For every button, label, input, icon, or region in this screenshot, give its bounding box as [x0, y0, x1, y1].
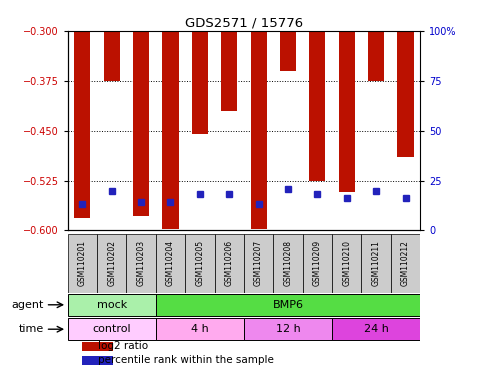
- Bar: [156, 233, 185, 293]
- Text: GSM110209: GSM110209: [313, 240, 322, 286]
- Text: control: control: [92, 324, 131, 334]
- Bar: [244, 233, 273, 293]
- Bar: [156, 293, 420, 316]
- Bar: [303, 233, 332, 293]
- Text: GSM110203: GSM110203: [137, 240, 145, 286]
- Bar: [127, 233, 156, 293]
- Bar: [97, 233, 127, 293]
- Bar: [273, 233, 303, 293]
- Bar: [398, 31, 413, 157]
- Bar: [332, 318, 420, 341]
- Text: GSM110201: GSM110201: [78, 240, 87, 286]
- Text: time: time: [19, 324, 44, 334]
- Text: percentile rank within the sample: percentile rank within the sample: [98, 355, 273, 365]
- Text: GSM110208: GSM110208: [284, 240, 293, 286]
- Bar: [361, 233, 391, 293]
- Bar: [68, 293, 156, 316]
- Text: GSM110204: GSM110204: [166, 240, 175, 286]
- Text: GSM110207: GSM110207: [254, 240, 263, 286]
- Text: GSM110211: GSM110211: [371, 240, 381, 286]
- Bar: [192, 31, 208, 134]
- Bar: [82, 356, 113, 365]
- Text: 12 h: 12 h: [276, 324, 300, 334]
- Bar: [104, 31, 120, 81]
- Bar: [162, 31, 179, 229]
- Text: mock: mock: [97, 300, 127, 310]
- Bar: [280, 31, 296, 71]
- Text: GSM110206: GSM110206: [225, 240, 234, 286]
- Bar: [391, 233, 420, 293]
- Text: GSM110212: GSM110212: [401, 240, 410, 286]
- Bar: [214, 233, 244, 293]
- Bar: [68, 233, 97, 293]
- Bar: [74, 31, 90, 218]
- Text: GSM110210: GSM110210: [342, 240, 351, 286]
- Bar: [339, 31, 355, 192]
- Title: GDS2571 / 15776: GDS2571 / 15776: [185, 17, 303, 30]
- Bar: [332, 233, 361, 293]
- Text: agent: agent: [12, 300, 44, 310]
- Bar: [221, 31, 237, 111]
- Text: 24 h: 24 h: [364, 324, 389, 334]
- Text: GSM110202: GSM110202: [107, 240, 116, 286]
- Text: GSM110205: GSM110205: [195, 240, 204, 286]
- Text: log2 ratio: log2 ratio: [98, 341, 148, 351]
- Text: 4 h: 4 h: [191, 324, 209, 334]
- Bar: [156, 318, 244, 341]
- Bar: [185, 233, 214, 293]
- Text: BMP6: BMP6: [272, 300, 303, 310]
- Bar: [244, 318, 332, 341]
- Bar: [368, 31, 384, 81]
- Bar: [251, 31, 267, 229]
- Bar: [309, 31, 326, 180]
- Bar: [68, 318, 156, 341]
- Bar: [82, 342, 113, 351]
- Bar: [133, 31, 149, 216]
